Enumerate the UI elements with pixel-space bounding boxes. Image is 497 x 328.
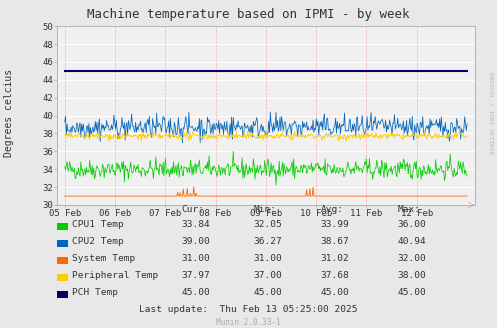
Text: 36.00: 36.00 [398, 220, 426, 229]
Text: 45.00: 45.00 [398, 288, 426, 297]
Text: 45.00: 45.00 [181, 288, 210, 297]
Text: 31.00: 31.00 [181, 254, 210, 263]
Text: 32.00: 32.00 [398, 254, 426, 263]
Text: 36.27: 36.27 [253, 237, 282, 246]
Text: 33.84: 33.84 [181, 220, 210, 229]
Text: Cur:: Cur: [181, 205, 204, 214]
Text: CPU2 Temp: CPU2 Temp [72, 237, 124, 246]
Text: Last update:  Thu Feb 13 05:25:00 2025: Last update: Thu Feb 13 05:25:00 2025 [139, 305, 358, 314]
Text: 38.00: 38.00 [398, 271, 426, 280]
Text: 39.00: 39.00 [181, 237, 210, 246]
Text: Min:: Min: [253, 205, 276, 214]
Text: 38.67: 38.67 [321, 237, 349, 246]
Text: Avg:: Avg: [321, 205, 343, 214]
Text: 31.02: 31.02 [321, 254, 349, 263]
Text: RRDTOOL / TOBI OETIKER: RRDTOOL / TOBI OETIKER [489, 72, 494, 154]
Text: Max:: Max: [398, 205, 420, 214]
Text: 33.99: 33.99 [321, 220, 349, 229]
Text: Peripheral Temp: Peripheral Temp [72, 271, 159, 280]
Text: 32.05: 32.05 [253, 220, 282, 229]
Text: Munin 2.0.33-1: Munin 2.0.33-1 [216, 318, 281, 327]
Text: System Temp: System Temp [72, 254, 135, 263]
Text: Machine temperature based on IPMI - by week: Machine temperature based on IPMI - by w… [87, 8, 410, 21]
Text: 37.00: 37.00 [253, 271, 282, 280]
Text: 37.97: 37.97 [181, 271, 210, 280]
Text: 45.00: 45.00 [321, 288, 349, 297]
Text: PCH Temp: PCH Temp [72, 288, 118, 297]
Text: 45.00: 45.00 [253, 288, 282, 297]
Text: 40.94: 40.94 [398, 237, 426, 246]
Text: 31.00: 31.00 [253, 254, 282, 263]
Text: 37.68: 37.68 [321, 271, 349, 280]
Text: Degrees celcius: Degrees celcius [4, 69, 14, 157]
Text: CPU1 Temp: CPU1 Temp [72, 220, 124, 229]
